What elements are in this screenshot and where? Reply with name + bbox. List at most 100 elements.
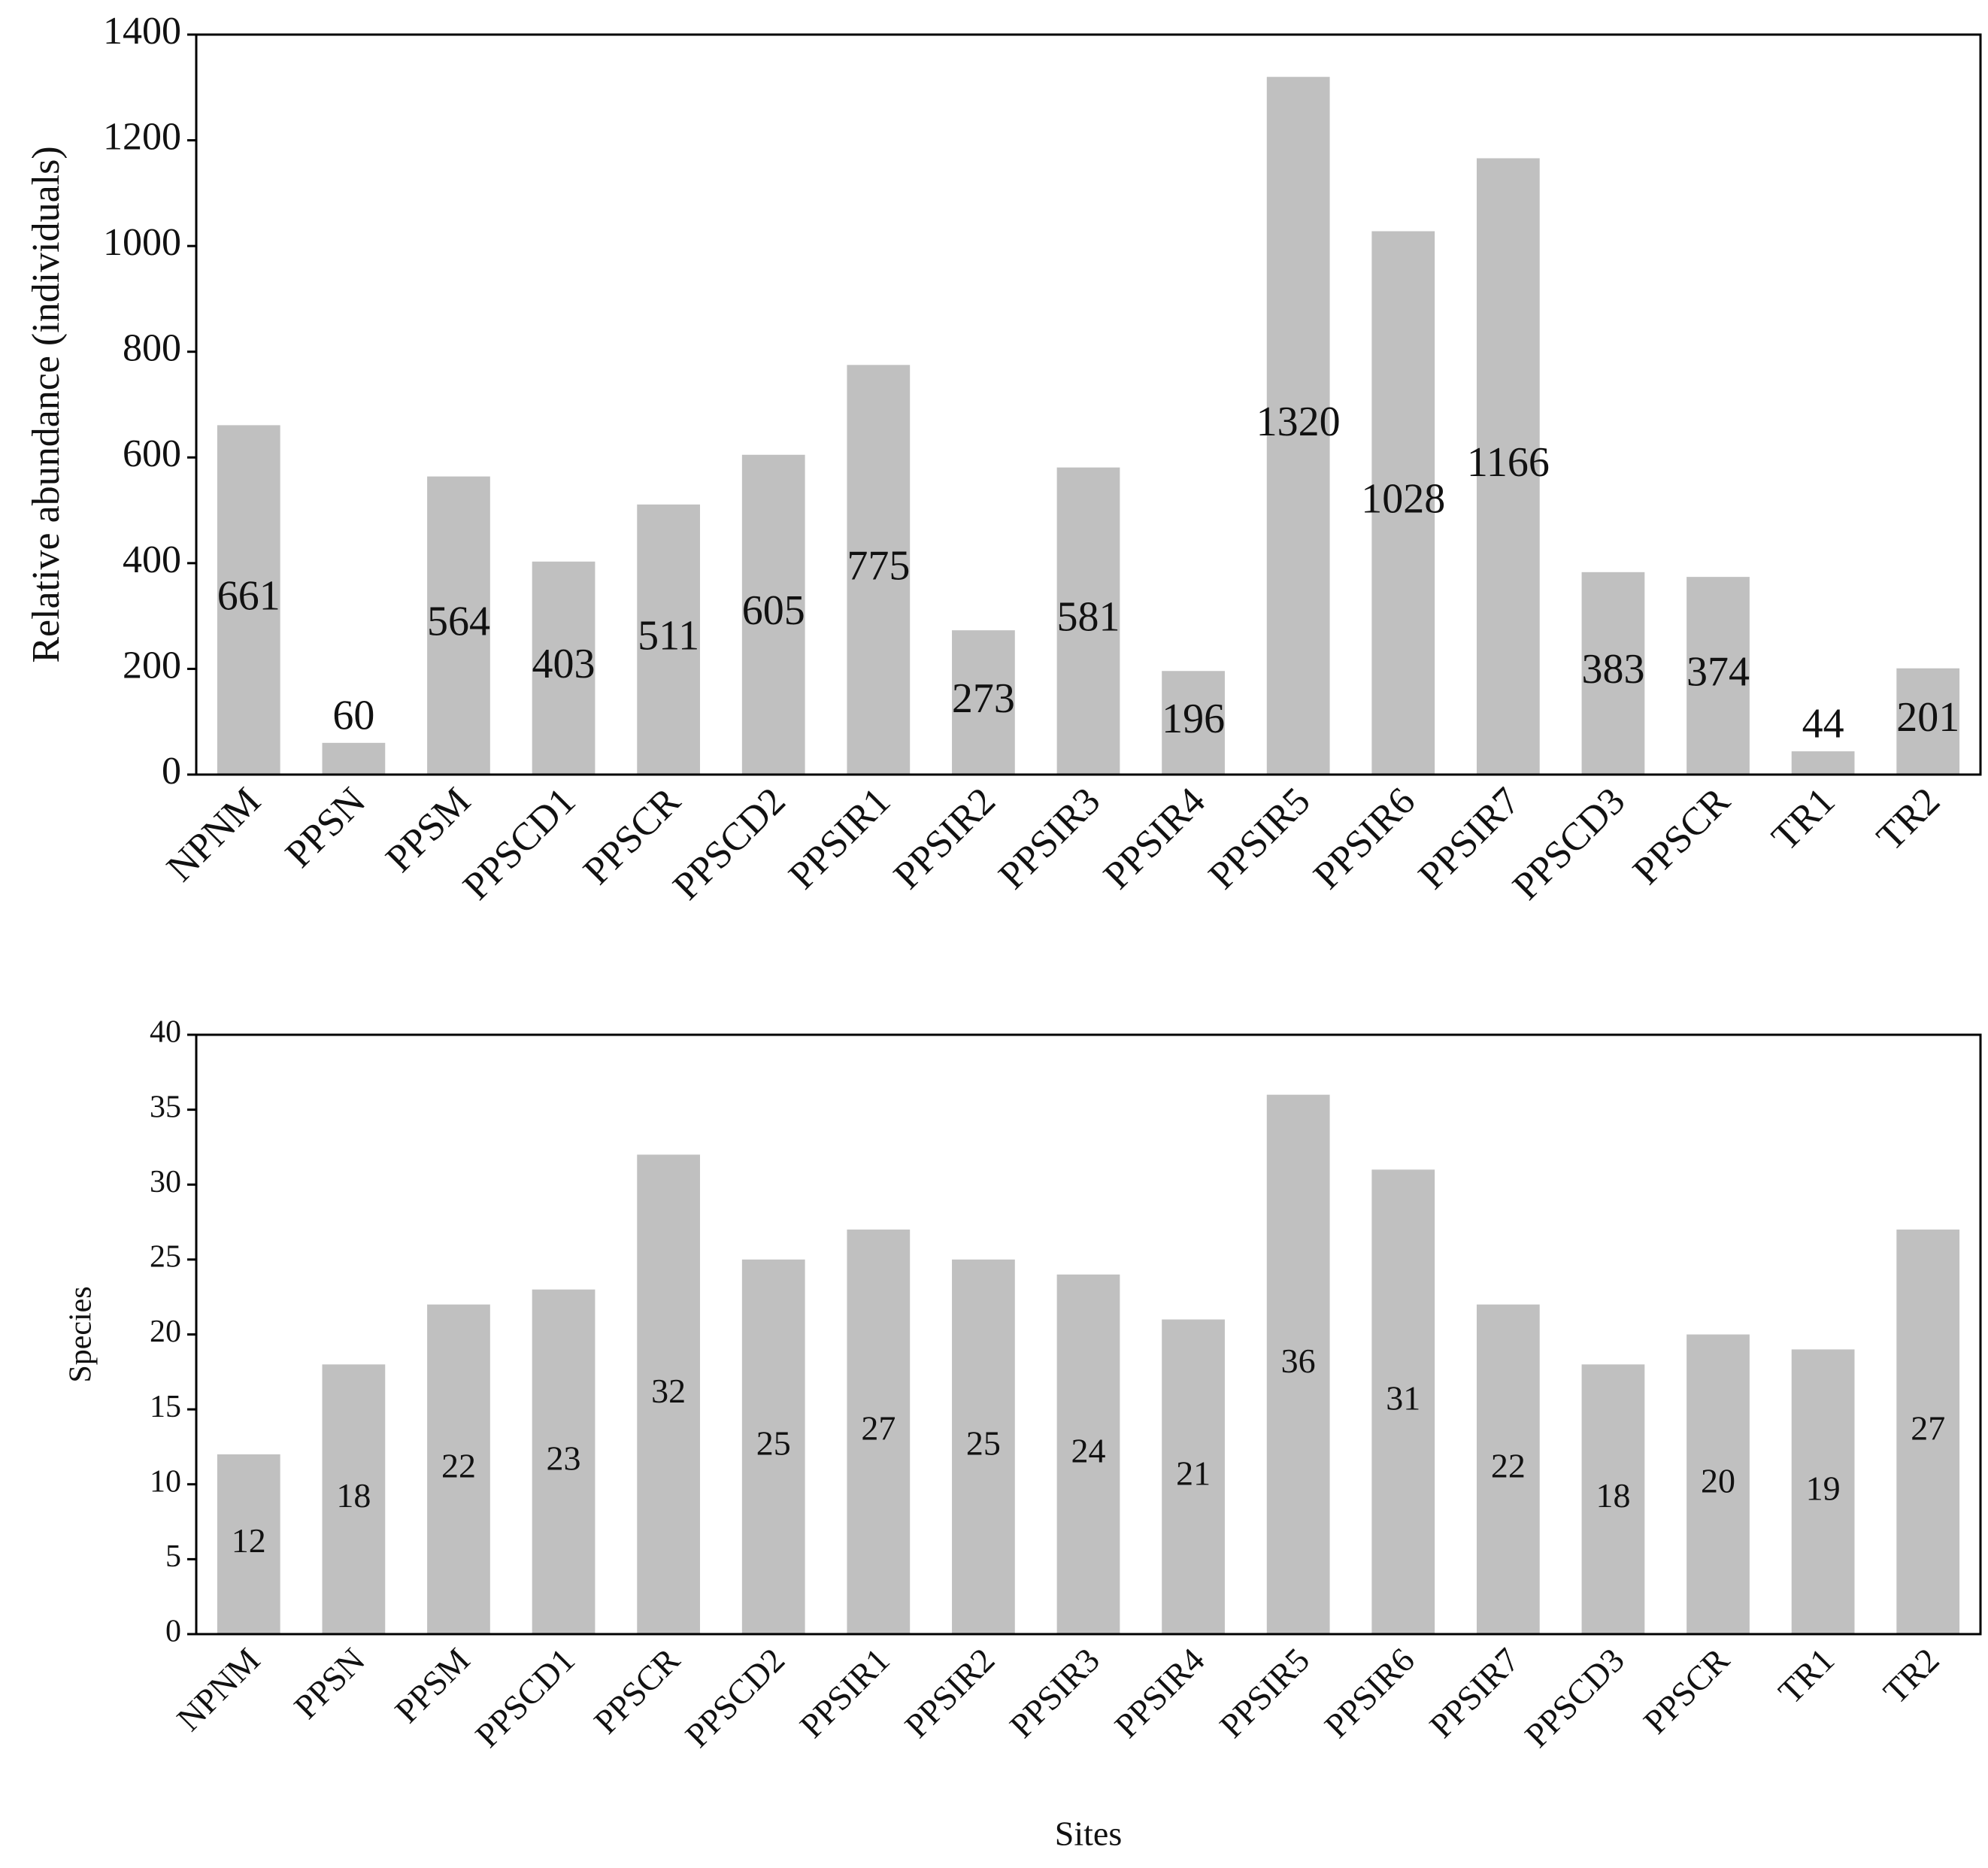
x-tick-label: PPSIR3 bbox=[1002, 1640, 1107, 1745]
value-label: 605 bbox=[742, 587, 805, 634]
bar bbox=[741, 454, 805, 775]
x-tick-label: PPSIR1 bbox=[792, 1640, 897, 1745]
bar bbox=[427, 1304, 490, 1634]
x-axis-label: Sites bbox=[1055, 1815, 1122, 1853]
y-tick-label: 40 bbox=[150, 1015, 181, 1050]
y-tick-label: 800 bbox=[123, 327, 181, 370]
value-label: 383 bbox=[1581, 646, 1644, 693]
y-tick-label: 15 bbox=[150, 1390, 181, 1424]
bar bbox=[1056, 1274, 1120, 1634]
bar bbox=[217, 1454, 280, 1634]
x-tick-label: PPSCD1 bbox=[455, 780, 583, 908]
y-tick-label: 0 bbox=[165, 1615, 181, 1649]
bar bbox=[741, 1259, 805, 1634]
x-tick-label: PPSIR5 bbox=[1212, 1640, 1317, 1745]
bar bbox=[1581, 572, 1645, 775]
bar bbox=[1266, 77, 1330, 775]
value-label: 18 bbox=[1596, 1476, 1630, 1515]
x-tick-label: PPSCD3 bbox=[1517, 1640, 1632, 1754]
bar bbox=[427, 476, 490, 775]
value-label: 31 bbox=[1386, 1379, 1420, 1418]
x-tick-label: PPSCD3 bbox=[1505, 780, 1633, 908]
x-tick-label: PPSN bbox=[277, 780, 374, 876]
x-tick-label: TR1 bbox=[1764, 780, 1844, 860]
x-tick-label: PPSM bbox=[387, 1640, 477, 1730]
bar bbox=[637, 504, 701, 775]
value-label: 196 bbox=[1162, 696, 1225, 742]
bar bbox=[1162, 671, 1225, 775]
x-tick-label: PPSCD2 bbox=[665, 780, 794, 908]
y-tick-label: 10 bbox=[150, 1464, 181, 1499]
x-tick-label: PPSIR6 bbox=[1317, 1640, 1422, 1745]
y-axis-label: Relative abundance (individuals) bbox=[25, 146, 68, 663]
y-tick-label: 5 bbox=[165, 1539, 181, 1574]
x-tick-label: PPSIR2 bbox=[886, 780, 1004, 898]
value-label: 775 bbox=[847, 542, 910, 589]
bar bbox=[847, 1230, 911, 1634]
y-tick-label: 600 bbox=[123, 432, 181, 475]
value-label: 24 bbox=[1071, 1431, 1106, 1469]
x-tick-label: TR2 bbox=[1868, 780, 1948, 860]
y-tick-label: 0 bbox=[162, 750, 181, 793]
value-label: 1320 bbox=[1256, 399, 1341, 445]
value-label: 27 bbox=[861, 1409, 896, 1448]
value-label: 403 bbox=[532, 641, 595, 687]
x-tick-label: PPSCR bbox=[586, 1640, 687, 1741]
plot-frame bbox=[195, 1033, 1982, 1636]
bar bbox=[1686, 577, 1750, 775]
bar bbox=[952, 630, 1015, 775]
y-tick-label: 1400 bbox=[103, 10, 181, 53]
value-label: 23 bbox=[547, 1439, 581, 1477]
x-tick-label: PPSN bbox=[286, 1640, 372, 1726]
value-label: 1028 bbox=[1361, 476, 1445, 523]
bar bbox=[532, 1289, 595, 1634]
bar bbox=[1896, 1230, 1960, 1634]
x-tick-label: PPSCR bbox=[1625, 779, 1738, 893]
x-tick-label: PPSIR1 bbox=[780, 780, 899, 898]
x-tick-label: TR2 bbox=[1876, 1640, 1947, 1711]
x-tick-label: PPSIR2 bbox=[897, 1640, 1002, 1745]
y-tick-label: 20 bbox=[150, 1315, 181, 1349]
bar bbox=[1476, 158, 1540, 775]
value-label: 564 bbox=[427, 599, 490, 645]
bar bbox=[217, 425, 280, 775]
value-label: 32 bbox=[651, 1372, 686, 1410]
x-tick-label: PPSCR bbox=[1636, 1640, 1737, 1741]
value-label: 19 bbox=[1806, 1469, 1841, 1507]
bar bbox=[1266, 1094, 1330, 1634]
value-label: 273 bbox=[952, 675, 1015, 722]
x-tick-label: PPSIR3 bbox=[991, 780, 1109, 898]
bar bbox=[1371, 1169, 1435, 1634]
x-tick-label: PPSCD2 bbox=[677, 1640, 792, 1754]
value-label: 374 bbox=[1686, 648, 1750, 695]
value-label: 661 bbox=[217, 573, 280, 620]
bar bbox=[952, 1259, 1015, 1634]
y-axis-label: Species bbox=[64, 1286, 98, 1382]
bar bbox=[1896, 668, 1960, 775]
y-tick-label: 200 bbox=[123, 644, 181, 687]
value-label: 44 bbox=[1802, 701, 1844, 748]
x-tick-label: TR1 bbox=[1771, 1640, 1841, 1711]
x-tick-label: PPSM bbox=[378, 780, 479, 881]
value-label: 60 bbox=[332, 692, 374, 738]
value-label: 511 bbox=[638, 612, 699, 659]
value-label: 22 bbox=[1491, 1446, 1526, 1484]
x-tick-label: PPSIR5 bbox=[1201, 780, 1319, 898]
y-tick-label: 1000 bbox=[103, 221, 181, 264]
bar bbox=[1581, 1364, 1645, 1634]
x-tick-label: PPSIR4 bbox=[1096, 780, 1214, 898]
plot-frame bbox=[195, 33, 1982, 776]
y-tick-label: 25 bbox=[150, 1240, 181, 1275]
bar bbox=[637, 1154, 701, 1634]
bar bbox=[1791, 1349, 1855, 1634]
x-tick-label: NPNM bbox=[169, 1640, 267, 1738]
x-tick-label: PPSIR6 bbox=[1305, 780, 1423, 898]
bar bbox=[1371, 231, 1435, 775]
y-tick-label: 30 bbox=[150, 1165, 181, 1199]
value-label: 18 bbox=[336, 1476, 371, 1515]
value-label: 12 bbox=[232, 1521, 266, 1560]
value-label: 201 bbox=[1896, 694, 1959, 741]
bar bbox=[1686, 1334, 1750, 1634]
value-label: 25 bbox=[966, 1424, 1001, 1463]
